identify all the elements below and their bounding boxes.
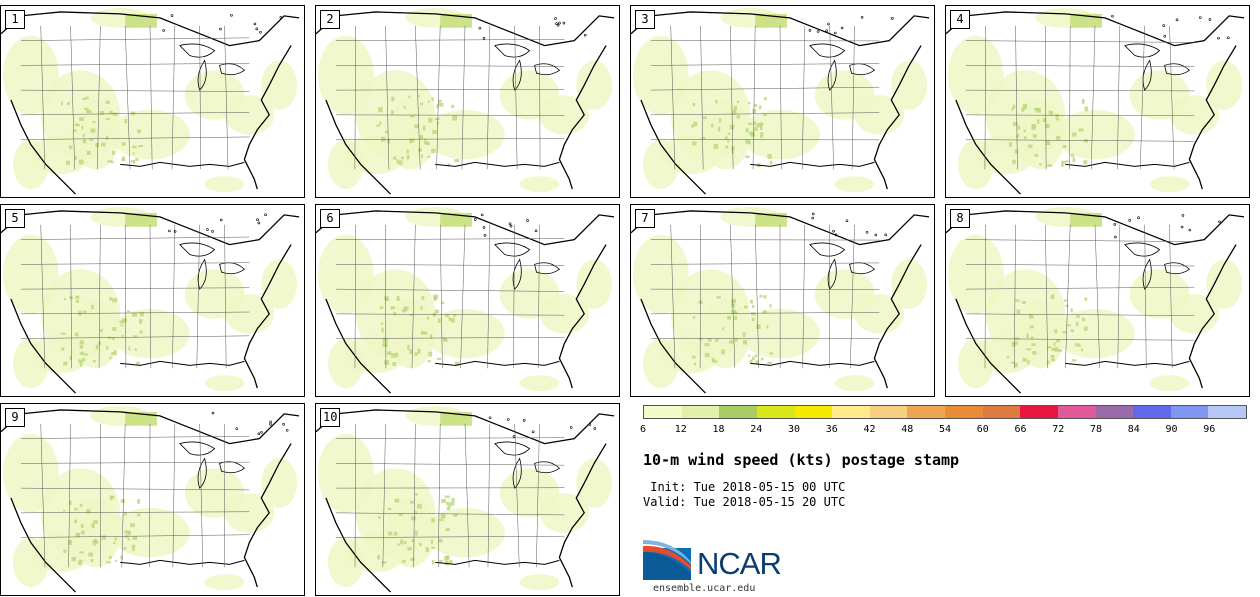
init-time: Init: Tue 2018-05-15 00 UTC [643,480,846,494]
colorbar-tick-label: 6 [639,424,647,435]
panel-number: 1 [5,10,25,29]
colorbar-tick-label: 36 [825,424,838,435]
map-panel-10: 10 [315,403,620,596]
colorbar-tick-label: 66 [1014,424,1027,435]
panel-number: 4 [950,10,970,29]
plot-title: 10-m wind speed (kts) postage stamp [643,451,960,469]
colorbar-tick-label: 48 [901,424,914,435]
colorbar-tick-label: 72 [1052,424,1065,435]
colorbar-ticks: 6 12 18 24 30 36 42 48 54 60 66 72 78 84 90 96 [639,424,1247,438]
map-panel-6: 6 [315,204,620,397]
logo-text: NCAR [697,546,782,581]
colorbar-tick-label: 12 [674,424,687,435]
map-icon [1,7,300,195]
colorbar-tick-label: 24 [750,424,763,435]
colorbar [643,405,1247,419]
map-panel-3: 3 [630,5,935,198]
map-icon [631,7,930,195]
map-icon [316,7,615,195]
panel-number: 8 [950,209,970,228]
colorbar-segment [756,406,795,418]
panel-number: 9 [5,408,25,427]
colorbar-segment [1170,406,1209,418]
map-icon [946,206,1245,394]
colorbar-tick-label: 90 [1165,424,1178,435]
colorbar-segment [945,406,983,418]
map-panel-7: 7 [630,204,935,397]
colorbar-segment [1133,406,1171,418]
colorbar-segment [982,406,1021,418]
colorbar-segment [869,406,908,418]
colorbar-tick-label: 84 [1127,424,1140,435]
map-panel-8: 8 [945,204,1250,397]
map-icon [316,206,615,394]
map-icon [631,206,930,394]
colorbar-segment [1020,406,1058,418]
colorbar-tick-label: 42 [863,424,876,435]
map-panel-4: 4 [945,5,1250,198]
map-panel-1: 1 [0,5,305,198]
logo-url: ensemble.ucar.edu [653,583,756,594]
panel-number: 6 [320,209,340,228]
map-panel-5: 5 [0,204,305,397]
colorbar-tick-label: 18 [712,424,725,435]
map-panel-9: 9 [0,403,305,596]
colorbar-segment [907,406,945,418]
valid-time: Valid: Tue 2018-05-15 20 UTC [643,495,846,509]
colorbar-segment [1208,406,1246,418]
colorbar-segment [794,406,833,418]
colorbar-segment [832,406,870,418]
map-icon [316,405,615,593]
map-icon [1,405,300,593]
colorbar-tick-label: 78 [1089,424,1103,435]
colorbar-segment [719,406,757,418]
panel-number: 5 [5,209,25,228]
colorbar-tick-label: 30 [787,424,801,435]
colorbar-tick-label: 60 [976,424,989,435]
colorbar-tick-label: 96 [1203,424,1216,435]
panel-number: 3 [635,10,655,29]
colorbar-segment [644,406,682,418]
panel-number: 2 [320,10,340,29]
colorbar-segment [1095,406,1134,418]
colorbar-segment [1057,406,1096,418]
map-panel-2: 2 [315,5,620,198]
map-icon [1,206,300,394]
panel-number: 10 [320,408,341,427]
colorbar-segment [681,406,720,418]
ncar-logo-icon [643,540,691,580]
colorbar-tick-label: 54 [938,424,952,435]
map-icon [946,7,1245,195]
panel-number: 7 [635,209,655,228]
